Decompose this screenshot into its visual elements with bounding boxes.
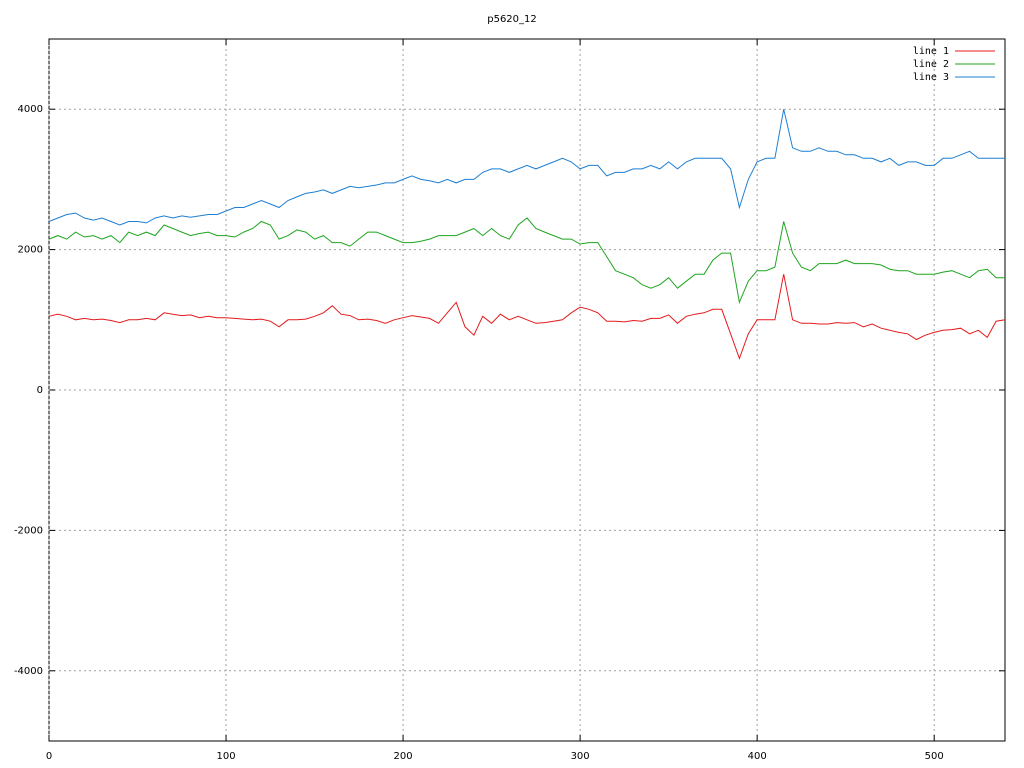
y-tick-label: -2000 xyxy=(14,525,43,536)
legend-label: line 2 xyxy=(913,59,949,70)
x-tick-label: 400 xyxy=(748,751,767,762)
y-tick-label: 2000 xyxy=(18,245,43,256)
x-tick-label: 200 xyxy=(394,751,413,762)
y-tick-label: 0 xyxy=(37,385,43,396)
x-tick-label: 0 xyxy=(46,751,52,762)
series-line xyxy=(48,109,1005,226)
x-tick-label: 300 xyxy=(571,751,590,762)
y-tick-label: -4000 xyxy=(14,666,43,677)
y-tick-label: 4000 xyxy=(18,104,43,115)
legend-label: line 3 xyxy=(913,72,949,83)
x-tick-label: 500 xyxy=(925,751,944,762)
series-line xyxy=(48,217,1005,305)
x-tick-label: 100 xyxy=(216,751,235,762)
series-line xyxy=(48,274,1006,360)
legend-label: line 1 xyxy=(913,46,949,57)
chart-title: p5620_12 xyxy=(487,14,537,25)
